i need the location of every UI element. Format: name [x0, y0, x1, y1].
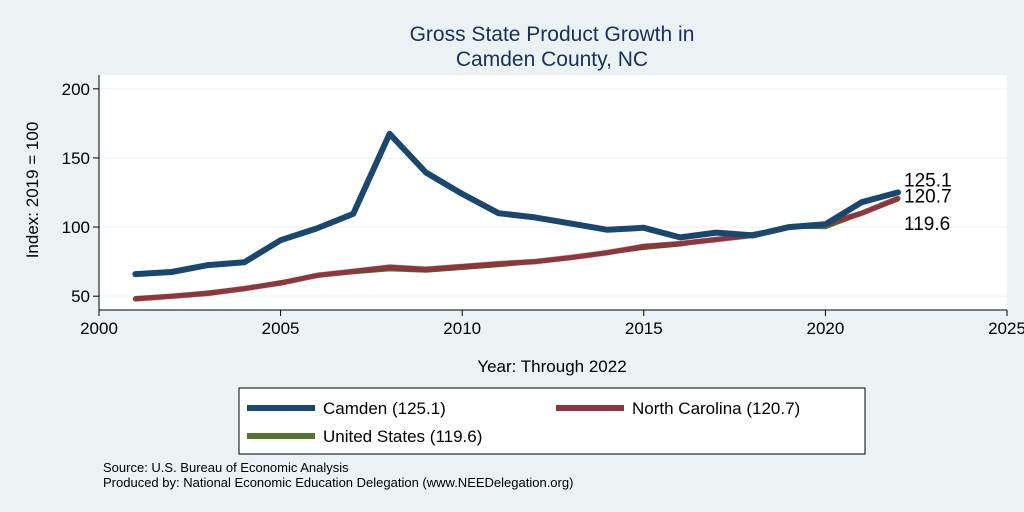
gridlines [99, 88, 1007, 297]
legend-box [238, 387, 866, 455]
y-tick-label: 150 [62, 149, 90, 168]
series-lines [132, 130, 901, 302]
x-tick-label: 2020 [806, 319, 844, 338]
series-line-camden [132, 130, 901, 278]
x-tick-label: 2025 [988, 319, 1024, 338]
source-note: Source: U.S. Bureau of Economic Analysis [103, 460, 349, 475]
plot-region [99, 75, 1007, 310]
chart-title-line-2: Camden County, NC [456, 48, 648, 71]
x-tick-label: 2000 [80, 319, 118, 338]
legend-label-camden: Camden (125.1) [323, 399, 446, 418]
y-tick-label: 200 [62, 80, 90, 99]
x-tick-label: 2015 [625, 319, 663, 338]
end-label-united-states: 119.6 [904, 214, 950, 235]
legend-label-united-states: United States (119.6) [323, 427, 482, 446]
chart-title-line-1: Gross State Product Growth in [410, 23, 695, 46]
y-axis-title: Index: 2019 = 100 [23, 122, 42, 259]
legend-label-north-carolina: North Carolina (120.7) [632, 399, 800, 418]
x-tick-label: 2005 [262, 319, 300, 338]
legend: Camden (125.1) North Carolina (120.7) Unit… [247, 399, 800, 446]
x-tick-label: 2010 [443, 319, 481, 338]
x-axis-title: Year: Through 2022 [477, 357, 626, 376]
y-tick-label: 50 [71, 287, 90, 306]
axes: 50 100 150 200 2000 2005 2010 2015 2020 2025 [62, 75, 1024, 338]
produced-by-note: Produced by: National Economic Education… [103, 475, 573, 490]
end-label-north-carolina: 120.7 [904, 186, 952, 207]
end-label-camden: 125.1 [904, 170, 952, 191]
y-tick-label: 100 [62, 218, 90, 237]
